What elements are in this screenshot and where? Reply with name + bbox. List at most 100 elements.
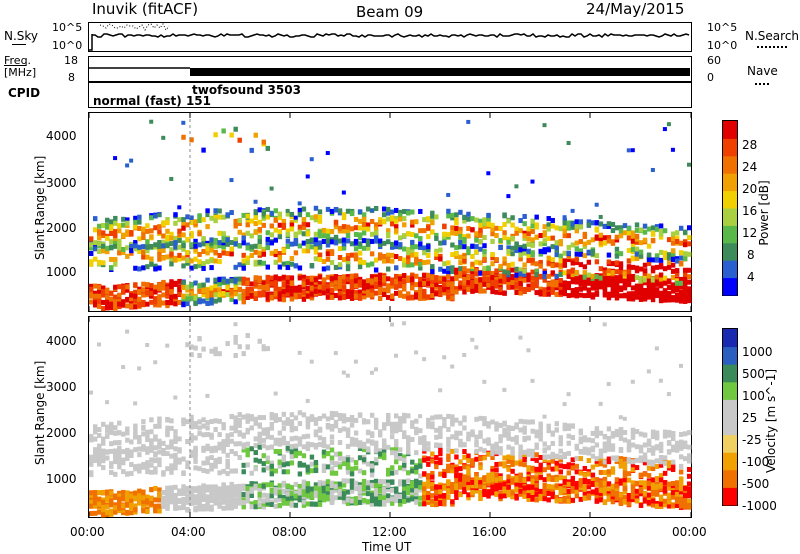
velocity-cell	[153, 504, 158, 510]
velocity-cell	[173, 484, 178, 490]
velocity-cell	[381, 441, 387, 447]
power-cell	[426, 234, 431, 240]
power-cell	[550, 217, 555, 223]
velocity-cell	[337, 440, 343, 446]
nsky-legend-line	[12, 44, 26, 45]
velocity-cell	[486, 437, 491, 443]
velocity-cell	[97, 432, 102, 438]
velocity-cell	[422, 446, 427, 452]
power-cell	[474, 259, 479, 265]
power-cell	[402, 279, 407, 285]
velocity-cell	[321, 449, 327, 455]
power-cell	[466, 280, 471, 286]
velocity-cell	[121, 469, 126, 475]
power-cell	[654, 281, 660, 287]
velocity-cell	[253, 499, 258, 505]
power-cell	[486, 282, 491, 288]
power-cell	[213, 292, 218, 298]
power-cell	[365, 289, 371, 295]
velocity-cell	[422, 471, 427, 477]
power-cell	[89, 250, 94, 256]
power-cell	[450, 289, 455, 295]
velocity-cell	[129, 498, 134, 504]
velocity-cell	[426, 441, 431, 447]
power-cell	[97, 223, 102, 229]
power-cell	[606, 259, 612, 265]
power-cell	[586, 219, 592, 225]
velocity-cell	[197, 335, 202, 340]
power-cell	[113, 230, 118, 236]
power-cell	[610, 240, 616, 246]
velocity-cell	[406, 413, 411, 419]
velocity-cell	[309, 501, 315, 507]
power-cell	[618, 225, 624, 231]
power-cell	[618, 265, 624, 271]
power-cell	[233, 288, 238, 294]
power-cell	[430, 213, 435, 219]
velocity-cell	[181, 503, 186, 509]
velocity-cell	[482, 488, 487, 494]
velocity-cell	[297, 441, 303, 447]
power-cell	[345, 208, 351, 214]
power-cell	[177, 244, 182, 250]
velocity-cell	[249, 483, 254, 489]
velocity-cell	[402, 430, 407, 436]
velocity-cell	[430, 458, 435, 464]
velocity-cell	[329, 426, 335, 432]
power-cell	[638, 266, 644, 272]
velocity-cell	[369, 440, 375, 446]
velocity-cell	[357, 440, 363, 446]
power-cell	[646, 278, 652, 284]
power-cell	[273, 294, 279, 300]
velocity-cell	[177, 436, 182, 442]
power-cell	[221, 244, 226, 250]
power-cell	[125, 231, 130, 237]
power-cell	[606, 221, 612, 227]
velocity-cell	[261, 492, 266, 498]
power-cell	[526, 226, 531, 232]
power-cell	[269, 210, 275, 216]
velocity-cell	[113, 459, 118, 465]
velocity-cell	[133, 495, 138, 501]
velocity-cell	[145, 437, 150, 443]
velocity-cell	[277, 489, 283, 495]
velocity-cell	[197, 419, 202, 425]
power-cell	[394, 254, 399, 260]
velocity-cell	[185, 460, 190, 466]
power-cell	[237, 276, 242, 282]
velocity-cell	[329, 499, 335, 505]
nsearch-tick-top: 10^5	[707, 21, 738, 34]
power-cell	[514, 290, 519, 296]
velocity-cell	[406, 490, 411, 496]
velocity-cell	[422, 457, 427, 463]
velocity-cell	[117, 505, 122, 511]
power-cell	[177, 217, 182, 223]
velocity-cell	[349, 457, 355, 463]
power-cell	[365, 206, 371, 212]
power-cell	[93, 256, 98, 262]
power-cell	[542, 238, 547, 244]
power-cell	[361, 288, 367, 294]
velocity-cell	[297, 436, 303, 442]
velocity-cell	[221, 493, 226, 499]
velocity-cell	[289, 454, 295, 460]
power-cell	[414, 255, 419, 261]
power-cell	[205, 250, 210, 256]
velocity-cell	[137, 493, 142, 499]
velocity-cell	[482, 485, 487, 491]
power-cell	[494, 225, 499, 231]
power-cell	[490, 281, 495, 287]
velocity-cell	[317, 441, 323, 447]
power-cell	[630, 296, 636, 302]
power-cell	[325, 233, 331, 239]
power-cell	[153, 242, 158, 248]
power-cell	[125, 220, 130, 226]
power-cell	[654, 278, 660, 284]
power-cell	[478, 218, 483, 224]
power-cell	[454, 274, 459, 280]
power-cell	[526, 283, 531, 289]
power-cell	[173, 212, 178, 218]
power-cell	[93, 296, 98, 302]
velocity-cell	[325, 416, 331, 422]
velocity-cell	[257, 444, 262, 450]
